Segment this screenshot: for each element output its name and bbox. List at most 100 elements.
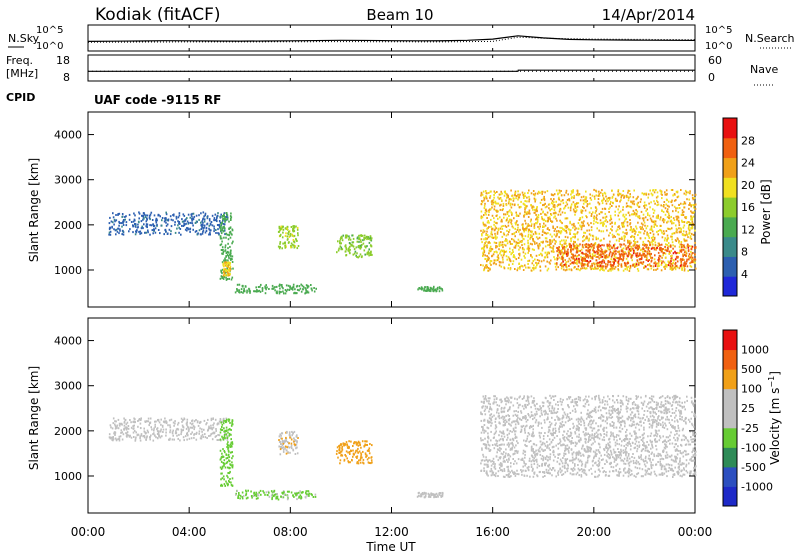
scatter-point [609, 268, 611, 271]
scatter-point [259, 489, 262, 492]
scatter-point [620, 264, 623, 267]
scatter-point [486, 246, 488, 249]
scatter-point [229, 421, 231, 424]
scatter-point [193, 420, 196, 423]
scatter-point [282, 450, 285, 453]
scatter-point [642, 253, 644, 255]
scatter-point [691, 261, 694, 264]
scatter-point [627, 211, 630, 214]
scatter-point [293, 244, 295, 247]
scatter-point [602, 194, 604, 197]
scatter-point [687, 191, 689, 194]
scatter-point [639, 231, 642, 234]
scatter-point [565, 229, 567, 232]
scatter-point [110, 436, 113, 439]
scatter-point [493, 205, 496, 208]
scatter-point [128, 230, 130, 233]
scatter-point [145, 438, 147, 441]
scatter-point [118, 439, 121, 442]
scatter-point [530, 269, 533, 272]
scatter-point [144, 231, 146, 234]
scatter-point [526, 397, 529, 399]
scatter-point [208, 425, 210, 428]
scatter-point [659, 246, 661, 249]
scatter-point [122, 221, 124, 224]
scatter-point [223, 264, 225, 267]
scatter-point [151, 229, 154, 232]
scatter-point [627, 265, 629, 268]
scatter-point [609, 248, 611, 251]
scatter-point [587, 263, 589, 266]
scatter-point [595, 267, 597, 270]
scatter-point [299, 494, 302, 497]
scatter-point [658, 242, 660, 245]
scatter-point [587, 246, 589, 249]
scatter-point [237, 495, 239, 498]
scatter-point [655, 196, 658, 199]
scatter-point [228, 272, 230, 275]
scatter-point [299, 287, 302, 290]
scatter-point [480, 238, 483, 241]
scatter-point [110, 220, 113, 223]
scatter-point [607, 455, 609, 458]
scatter-point [554, 258, 556, 261]
scatter-point [125, 423, 128, 426]
scatter-point [363, 249, 366, 252]
scatter-point [238, 283, 241, 286]
scatter-point [581, 267, 584, 270]
scatter-point [229, 253, 232, 256]
scatter-point [533, 197, 536, 200]
scatter-point [569, 206, 572, 209]
scatter-point [226, 268, 228, 271]
scatter-point [559, 226, 561, 229]
scatter-point [669, 261, 671, 264]
scatter-point [347, 461, 350, 464]
scatter-point [647, 268, 650, 271]
scatter-point [623, 196, 626, 198]
scatter-point [577, 425, 579, 428]
scatter-point [646, 212, 649, 215]
scatter-point [608, 261, 610, 263]
scatter-point [570, 203, 573, 206]
scatter-point [654, 241, 657, 244]
scatter-point [690, 261, 693, 264]
scatter-point [563, 452, 565, 455]
scatter-point [505, 255, 508, 258]
scatter-point [678, 240, 680, 243]
scatter-point [575, 251, 578, 254]
scatter-point [352, 253, 355, 256]
scatter-point [692, 222, 694, 225]
scatter-point [646, 268, 649, 271]
scatter-point [683, 251, 686, 254]
scatter-point [113, 432, 115, 435]
scatter-point [627, 260, 629, 263]
scatter-point [688, 229, 691, 232]
scatter-point [227, 441, 229, 444]
scatter-point [535, 218, 537, 221]
scatter-point [597, 198, 600, 200]
scatter-point [583, 234, 585, 237]
scatter-point [602, 406, 604, 409]
scatter-point [598, 212, 601, 215]
scatter-point [622, 451, 625, 454]
scatter-point [284, 246, 287, 249]
scatter-point [547, 405, 549, 408]
scatter-point [590, 268, 592, 271]
scatter-point [691, 220, 694, 223]
scatter-point [228, 418, 231, 421]
scatter-point [648, 259, 650, 261]
scatter-point [622, 208, 624, 211]
scatter-point [421, 492, 423, 495]
scatter-point [127, 434, 130, 437]
scatter-point [343, 458, 346, 461]
scatter-point [174, 420, 176, 423]
scatter-point [490, 248, 493, 250]
scatter-point [680, 189, 682, 191]
scatter-point [133, 424, 135, 427]
scatter-point [678, 434, 680, 437]
scatter-point [563, 207, 565, 210]
scatter-point [679, 250, 682, 252]
scatter-point [225, 453, 228, 456]
scatter-point [598, 254, 600, 257]
scatter-point [508, 257, 511, 260]
